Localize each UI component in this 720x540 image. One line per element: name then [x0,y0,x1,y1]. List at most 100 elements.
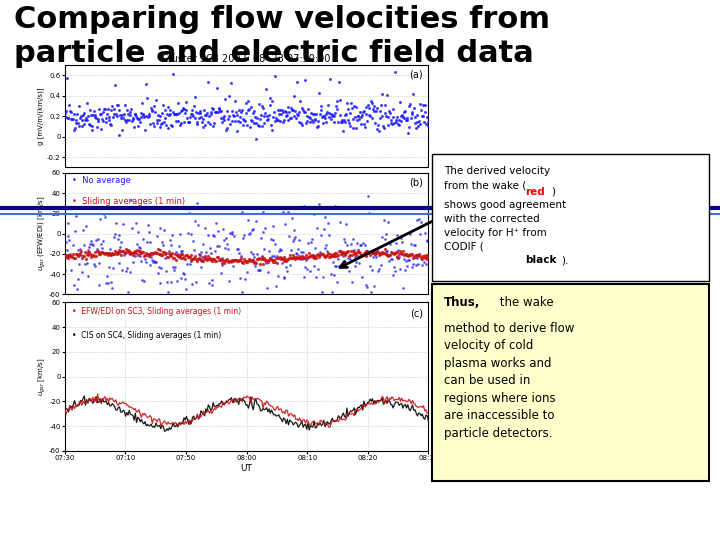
Point [187,237,199,245]
Point [279,252,290,261]
Point [210,256,221,265]
Point [148,249,159,258]
Point [293,107,305,116]
Point [113,231,125,240]
Point [357,251,369,259]
Point [210,256,222,265]
Point [148,258,159,267]
Point [161,253,173,261]
Point [257,254,269,263]
Point [98,209,109,218]
Point [357,108,369,117]
Point [96,247,108,256]
Point [343,267,355,275]
Point [207,122,219,130]
Point [94,109,106,118]
Point [320,212,331,221]
Point [159,114,171,123]
Point [418,111,429,120]
Point [292,245,304,253]
Point [361,117,373,126]
Point [125,111,136,120]
Point [317,250,328,259]
Point [415,252,426,260]
Point [318,251,329,260]
Point [401,262,413,271]
Point [149,248,161,256]
Point [84,120,96,129]
Point [130,249,142,258]
Point [341,241,353,249]
Point [337,252,348,261]
Point [138,235,149,244]
Point [154,278,166,287]
Point [115,238,127,246]
Point [149,107,161,116]
Point [343,254,354,262]
Point [165,250,176,259]
Point [395,246,406,255]
Point [407,260,418,268]
Point [112,112,123,120]
Point [163,247,174,255]
Point [120,248,131,256]
Point [379,100,390,109]
Point [279,219,291,228]
Point [255,234,266,243]
Point [297,247,308,256]
Point [80,222,91,231]
Point [105,120,117,129]
Point [250,258,261,266]
Point [60,107,72,116]
Point [252,121,264,130]
Point [62,253,73,261]
Point [221,107,233,116]
Point [298,254,310,263]
Point [372,124,383,133]
Point [351,247,363,256]
Point [70,212,81,220]
Point [235,113,246,122]
Point [360,280,372,289]
Point [402,255,414,264]
Point [238,259,249,268]
Point [134,252,145,260]
Point [413,260,424,269]
Point [125,268,136,276]
Point [76,268,88,277]
Point [323,231,335,240]
Point [420,260,431,268]
Point [393,252,405,261]
Point [364,250,376,259]
Point [197,253,208,261]
Point [355,251,366,260]
Point [230,256,241,265]
Y-axis label: g [mV/m/(km/s)]: g [mV/m/(km/s)] [37,87,44,145]
Point [115,251,127,259]
Point [375,101,387,110]
Point [135,113,146,122]
Point [200,111,212,119]
Point [312,122,323,131]
Point [100,278,112,287]
Point [273,254,284,262]
Point [232,256,243,265]
Point [353,246,364,255]
Point [63,251,75,260]
Point [111,101,122,110]
Point [131,245,143,254]
Point [323,109,335,118]
Point [336,249,348,258]
Point [181,98,192,107]
Point [405,239,417,248]
Point [122,288,133,296]
Point [132,251,143,260]
Point [231,245,243,253]
Point [102,110,113,118]
Point [379,245,390,254]
Point [63,232,74,240]
Point [125,249,136,258]
Point [341,109,352,118]
Point [312,265,324,274]
Point [60,113,71,122]
